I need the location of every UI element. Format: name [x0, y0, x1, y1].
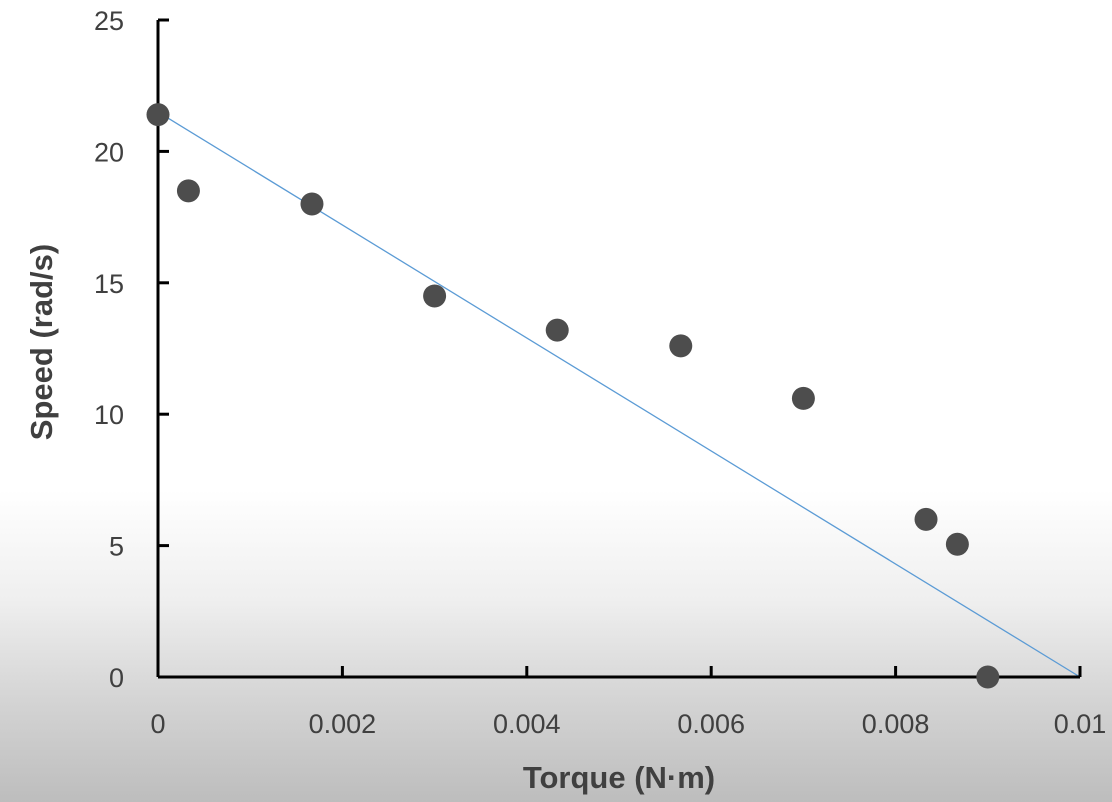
trendline-layer [157, 111, 1081, 678]
x-axis-title: Torque (N·m) [523, 760, 715, 795]
tick-marks [156, 18, 1082, 679]
y-tick-label: 10 [94, 400, 124, 430]
y-tick-label: 5 [109, 532, 124, 562]
y-tick-label: 0 [109, 663, 124, 693]
data-points [146, 103, 1000, 689]
x-tick-label: 0.006 [677, 709, 745, 739]
data-point [545, 318, 569, 342]
x-tick-label: 0.01 [1054, 709, 1107, 739]
y-tick-label: 15 [94, 269, 124, 299]
trendline [157, 111, 1081, 678]
y-tick-label: 25 [94, 6, 124, 36]
x-tick-label: 0.008 [862, 709, 930, 739]
data-point [146, 103, 170, 127]
x-tick-label: 0.004 [493, 709, 561, 739]
data-point [791, 386, 815, 410]
data-point [300, 192, 324, 216]
data-point [423, 284, 447, 308]
data-point [976, 665, 1000, 689]
tick-labels: 0 5 10 15 20 25 0 0.002 0.004 0.006 0.008 0.01 [94, 6, 1106, 739]
data-point [176, 179, 200, 203]
x-tick-label: 0.002 [309, 709, 377, 739]
data-point [945, 532, 969, 556]
y-axis-title: Speed (rad/s) [24, 244, 59, 440]
x-tick-label: 0 [150, 709, 165, 739]
y-tick-label: 20 [94, 137, 124, 167]
data-point [914, 507, 938, 531]
axes [156, 20, 1080, 679]
data-point [669, 334, 693, 358]
